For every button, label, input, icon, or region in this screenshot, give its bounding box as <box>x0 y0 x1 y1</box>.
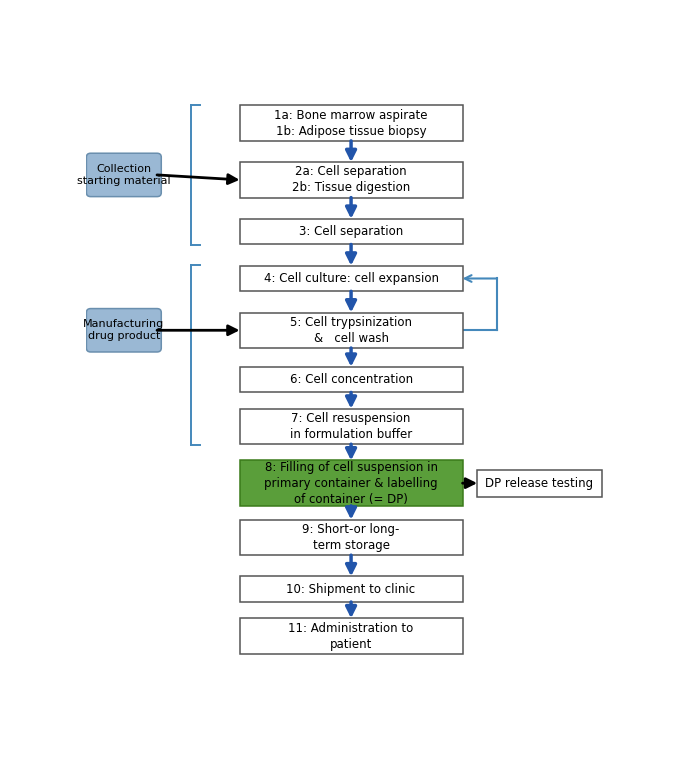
FancyBboxPatch shape <box>240 408 462 444</box>
FancyBboxPatch shape <box>240 219 462 244</box>
FancyBboxPatch shape <box>86 309 161 352</box>
FancyBboxPatch shape <box>240 106 462 141</box>
Text: 4: Cell culture: cell expansion: 4: Cell culture: cell expansion <box>264 272 438 285</box>
Text: 10: Shipment to clinic: 10: Shipment to clinic <box>286 583 416 596</box>
Text: 2a: Cell separation
2b: Tissue digestion: 2a: Cell separation 2b: Tissue digestion <box>292 165 410 194</box>
Text: 6: Cell concentration: 6: Cell concentration <box>290 373 412 386</box>
Text: Manufacturing
drug product: Manufacturing drug product <box>83 319 164 342</box>
Text: 5: Cell trypsinization
&   cell wash: 5: Cell trypsinization & cell wash <box>290 316 412 345</box>
Text: 3: Cell separation: 3: Cell separation <box>299 225 403 238</box>
Text: 11: Administration to
patient: 11: Administration to patient <box>288 622 414 650</box>
FancyBboxPatch shape <box>240 313 462 348</box>
Text: 7: Cell resuspension
in formulation buffer: 7: Cell resuspension in formulation buff… <box>290 412 412 441</box>
Text: 1a: Bone marrow aspirate
1b: Adipose tissue biopsy: 1a: Bone marrow aspirate 1b: Adipose tis… <box>274 109 428 137</box>
Text: Collection
starting material: Collection starting material <box>77 164 171 186</box>
FancyBboxPatch shape <box>86 153 161 197</box>
Text: 9: Short-or long-
term storage: 9: Short-or long- term storage <box>302 523 400 552</box>
FancyBboxPatch shape <box>240 162 462 197</box>
FancyBboxPatch shape <box>240 619 462 653</box>
FancyBboxPatch shape <box>477 470 602 496</box>
Text: 8: Filling of cell suspension in
primary container & labelling
of container (= D: 8: Filling of cell suspension in primary… <box>264 461 438 505</box>
FancyBboxPatch shape <box>240 520 462 555</box>
FancyBboxPatch shape <box>240 461 462 505</box>
FancyBboxPatch shape <box>240 266 462 291</box>
FancyBboxPatch shape <box>240 367 462 392</box>
FancyBboxPatch shape <box>240 576 462 602</box>
Text: DP release testing: DP release testing <box>486 477 594 490</box>
